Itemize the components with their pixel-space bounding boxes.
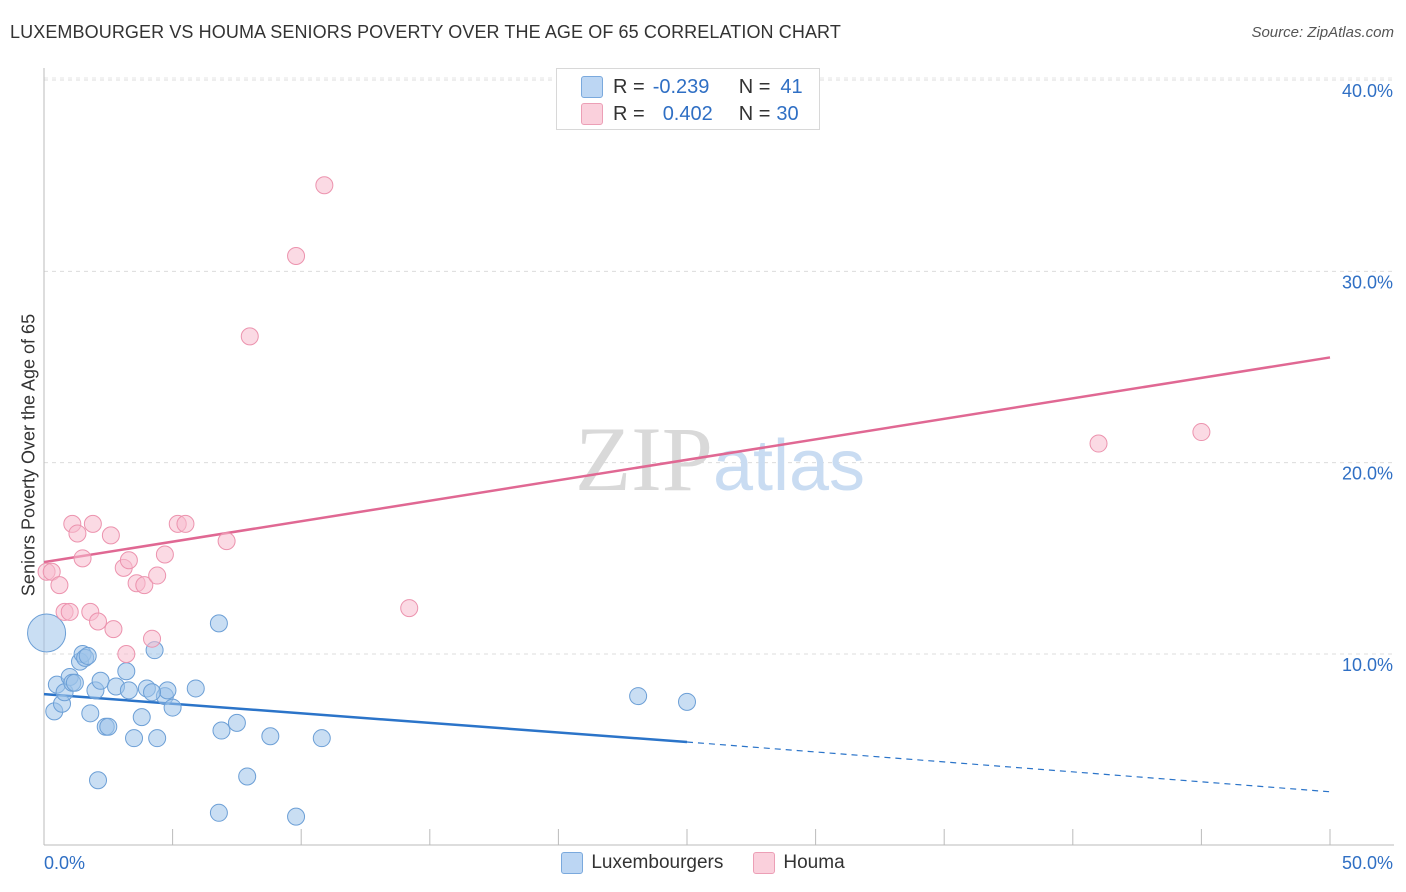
y-tick-label: 10.0%	[1342, 655, 1393, 675]
n-value: 41	[780, 75, 803, 98]
luxembourger-point	[227, 713, 246, 732]
houma-point	[1192, 423, 1211, 442]
luxembourger-point	[78, 646, 97, 665]
houma-point	[60, 602, 79, 621]
luxembourger-point	[209, 614, 228, 633]
houma-point	[287, 247, 306, 266]
n-label: N =	[738, 102, 771, 125]
houma-point	[176, 514, 195, 533]
x-tick-label-max: 50.0%	[1341, 853, 1393, 873]
r-label: R =	[613, 75, 645, 98]
houma-point	[315, 176, 334, 195]
luxembourger-point	[629, 687, 648, 706]
luxembourger-point	[261, 727, 280, 746]
luxembourger-point	[65, 673, 84, 692]
chart-title: LUXEMBOURGER VS HOUMA SENIORS POVERTY OV…	[10, 22, 841, 42]
watermark-atlas: atlas	[713, 426, 865, 506]
luxembourger-point	[209, 803, 228, 822]
houma-point	[68, 524, 87, 543]
houma-point	[217, 532, 236, 551]
r-label: R =	[613, 102, 645, 125]
houma-point	[104, 620, 123, 639]
houma-point	[117, 645, 136, 663]
r-value: 0.402	[662, 102, 713, 125]
luxembourger-point	[89, 771, 108, 790]
luxembourger-point	[312, 729, 331, 748]
luxembourger-point	[238, 767, 257, 786]
luxembourger-point	[143, 683, 162, 702]
y-axis-title: Seniors Poverty Over the Age of 65	[18, 313, 39, 597]
luxembourger-point	[27, 613, 67, 653]
houma-point	[148, 566, 167, 585]
legend-label-luxembourgers: Luxembourgers	[591, 852, 724, 873]
luxembourger-point	[212, 721, 231, 740]
houma-swatch	[581, 103, 603, 125]
luxembourger-point	[91, 671, 110, 690]
houma-point	[1089, 434, 1108, 453]
houma-point	[83, 514, 102, 533]
houma-point	[119, 551, 138, 570]
houma-point	[240, 327, 259, 346]
luxembourger-point	[186, 679, 205, 698]
chart-source: Source: ZipAtlas.com	[1251, 24, 1394, 41]
stats-row-luxembourgers: R = -0.239 N = 41	[581, 74, 803, 100]
luxembourger-point	[148, 729, 167, 748]
legend-item-luxembourgers: Luxembourgers	[561, 852, 723, 874]
legend-item-houma: Houma	[753, 852, 845, 874]
luxembourger-point	[81, 704, 100, 723]
houma-point	[73, 549, 92, 568]
y-tick-label: 40.0%	[1342, 81, 1393, 101]
luxembourger-point	[99, 717, 118, 736]
n-value: 30	[776, 102, 799, 125]
stats-legend: R = -0.239 N = 41 R = 0.402 N = 30	[556, 68, 820, 130]
luxembourgers-legend-swatch	[561, 852, 584, 874]
houma-legend-swatch	[753, 852, 776, 874]
luxembourgers-swatch	[581, 76, 603, 98]
trend-line-luxembourgers	[43, 692, 688, 744]
houma-point	[155, 545, 174, 564]
houma-point	[101, 526, 120, 545]
y-tick-label: 20.0%	[1342, 464, 1393, 484]
series-legend: Luxembourgers Houma	[0, 852, 1406, 874]
trend-line-extension-luxembourgers	[686, 741, 1331, 793]
luxembourger-point	[158, 681, 177, 700]
watermark: ZIPatlas	[575, 408, 865, 510]
luxembourger-point	[119, 681, 138, 700]
houma-point	[135, 576, 154, 595]
luxembourger-point	[163, 698, 182, 717]
luxembourger-point	[125, 729, 144, 748]
houma-point	[143, 629, 162, 648]
stats-row-houma: R = 0.402 N = 30	[581, 101, 799, 127]
houma-point	[42, 562, 61, 581]
houma-point	[89, 612, 108, 631]
r-value: -0.239	[652, 75, 710, 98]
x-tick-label-min: 0.0%	[44, 853, 86, 873]
n-label: N =	[738, 75, 771, 98]
houma-point	[400, 599, 419, 618]
trend-line-houma	[43, 356, 1331, 564]
legend-label-houma: Houma	[783, 852, 845, 873]
houma-point	[50, 576, 69, 595]
luxembourger-point	[287, 807, 306, 826]
luxembourger-point	[117, 662, 136, 681]
y-tick-label: 30.0%	[1342, 272, 1393, 292]
luxembourger-point	[132, 708, 151, 727]
luxembourger-point	[678, 692, 696, 711]
